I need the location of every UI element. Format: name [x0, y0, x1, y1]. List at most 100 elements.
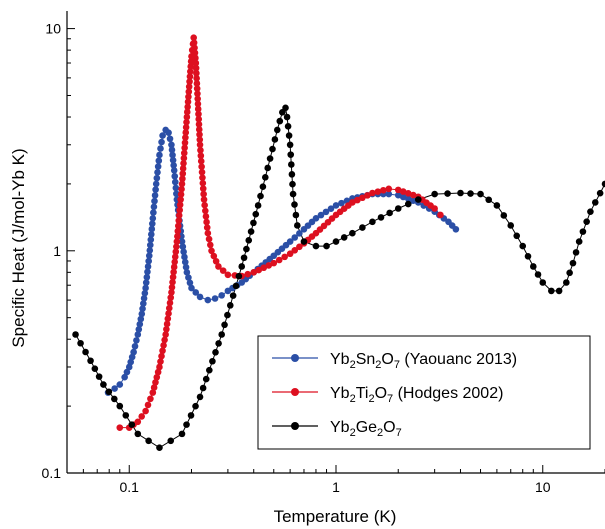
data-point — [142, 279, 150, 286]
data-point — [349, 199, 356, 206]
data-point — [134, 430, 142, 438]
data-point — [154, 169, 161, 176]
data-point — [206, 241, 214, 249]
data-point — [288, 171, 296, 178]
data-point — [151, 192, 159, 199]
data-point — [201, 201, 208, 209]
y-axis-label: Specific Heat (J/mol-Yb K) — [9, 148, 28, 347]
data-point — [187, 63, 195, 70]
data-point — [77, 339, 84, 347]
data-point — [172, 184, 180, 192]
data-point — [437, 211, 444, 219]
data-point — [184, 103, 191, 111]
data-point — [270, 259, 278, 267]
data-point — [296, 243, 303, 251]
data-point — [452, 225, 460, 233]
data-point — [555, 287, 563, 295]
data-point — [176, 206, 183, 214]
data-point — [477, 190, 484, 198]
data-point — [158, 352, 165, 360]
data-point — [276, 117, 284, 125]
data-point — [128, 421, 136, 428]
data-point — [183, 113, 191, 121]
data-point — [250, 219, 257, 227]
data-point — [285, 132, 293, 139]
data-point — [431, 205, 438, 212]
data-point — [164, 315, 172, 323]
data-point — [165, 310, 172, 317]
data-point — [158, 138, 165, 146]
data-point — [513, 232, 521, 240]
data-point — [359, 194, 366, 202]
data-point — [160, 342, 167, 349]
data-point — [173, 243, 180, 250]
data-point — [229, 292, 237, 299]
data-point — [575, 238, 583, 245]
data-point — [519, 242, 527, 250]
data-point — [142, 407, 149, 415]
data-point — [364, 192, 371, 199]
data-point — [194, 105, 202, 113]
x-axis-label: Temperature (K) — [274, 507, 397, 526]
data-point — [202, 207, 209, 215]
data-point — [224, 271, 232, 279]
data-point — [354, 196, 361, 204]
data-point — [534, 271, 542, 278]
data-point — [150, 209, 157, 216]
data-point — [332, 238, 340, 245]
data-point — [135, 326, 143, 333]
data-point — [169, 278, 176, 286]
data-point — [148, 225, 156, 233]
data-point — [168, 283, 176, 291]
data-point — [271, 136, 279, 143]
data-point — [507, 222, 515, 229]
data-point — [281, 253, 288, 261]
data-point — [291, 234, 299, 241]
data-point — [247, 228, 255, 235]
data-point — [156, 363, 163, 371]
data-point — [185, 83, 193, 90]
y-tick-label: 1 — [53, 243, 61, 259]
data-point — [194, 90, 201, 97]
data-point — [192, 59, 200, 67]
data-point — [157, 358, 164, 365]
data-point — [286, 238, 294, 245]
data-point — [133, 337, 140, 344]
data-point — [156, 151, 163, 159]
data-point — [188, 284, 195, 292]
data-point — [457, 189, 464, 197]
data-point — [167, 437, 175, 445]
data-point — [245, 237, 253, 244]
data-point — [170, 167, 178, 174]
data-point — [137, 315, 145, 323]
data-point — [87, 357, 94, 365]
data-point — [196, 141, 204, 149]
data-point — [566, 269, 573, 277]
legend-label: Yb2Sn2O7 (Yaouanc 2013) — [330, 351, 517, 371]
data-point — [500, 212, 508, 219]
data-point — [204, 296, 212, 304]
data-point — [194, 100, 202, 108]
data-point — [282, 104, 289, 112]
data-point — [144, 401, 152, 409]
data-point — [404, 190, 412, 197]
data-point — [145, 257, 152, 265]
data-point — [121, 373, 128, 381]
data-point — [193, 80, 201, 87]
data-point — [182, 134, 189, 141]
data-point — [179, 165, 187, 172]
data-point — [195, 115, 203, 123]
data-point — [111, 395, 118, 403]
data-point — [197, 152, 205, 160]
data-point — [125, 363, 133, 371]
data-point — [198, 168, 206, 176]
data-point — [579, 228, 587, 235]
data-point — [286, 250, 294, 258]
data-point — [196, 293, 204, 301]
x-tick-label: 10 — [535, 479, 551, 495]
data-point — [182, 129, 190, 136]
data-point — [145, 437, 152, 445]
data-point — [144, 268, 151, 276]
data-point — [317, 211, 325, 219]
data-point — [265, 262, 273, 269]
